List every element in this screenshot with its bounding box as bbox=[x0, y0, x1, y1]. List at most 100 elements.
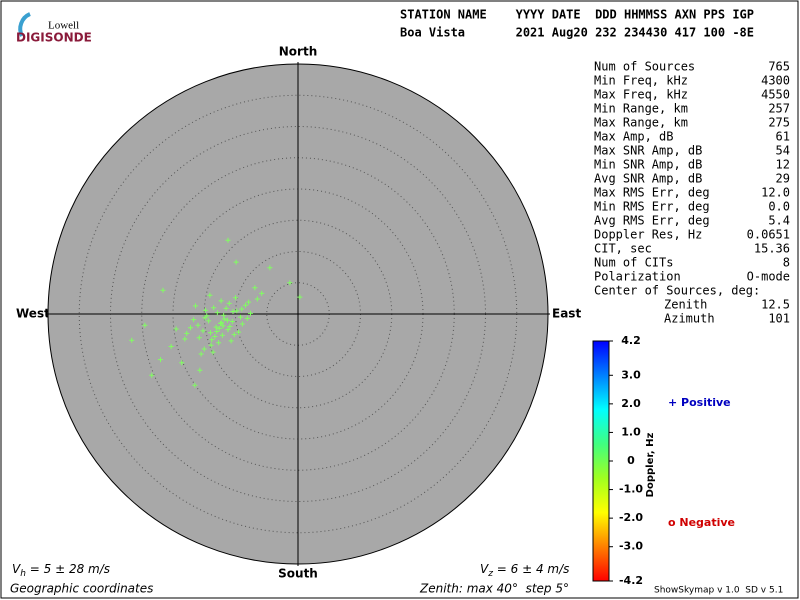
stat-value: 257 bbox=[768, 102, 790, 116]
source-point bbox=[200, 328, 206, 334]
source-point bbox=[267, 265, 273, 271]
stat-value: 12.0 bbox=[761, 186, 790, 200]
stat-label: Max Freq, kHz bbox=[594, 88, 688, 102]
source-point bbox=[214, 329, 220, 334]
source-point bbox=[236, 329, 242, 335]
stat-label: Max RMS Err, deg bbox=[594, 186, 710, 200]
source-point bbox=[239, 306, 245, 312]
source-point bbox=[213, 324, 219, 330]
source-point bbox=[243, 302, 248, 308]
source-point bbox=[210, 349, 216, 355]
stat-value: 61 bbox=[776, 130, 790, 144]
source-point bbox=[219, 332, 225, 338]
center-title: Center of Sources, deg: bbox=[594, 284, 760, 298]
colorbar-tick-label: -4.2 bbox=[619, 574, 643, 587]
source-point bbox=[221, 312, 227, 318]
colorbar-tick-label: 1.0 bbox=[621, 425, 641, 438]
logo-arc bbox=[18, 12, 31, 37]
stat-value: 5.4 bbox=[768, 214, 790, 228]
colorbar-tick-label: 4.2 bbox=[621, 334, 641, 347]
stat-label: Num of CITs bbox=[594, 256, 673, 270]
stat-value: O-mode bbox=[747, 270, 790, 284]
center-value: 101 bbox=[768, 312, 790, 326]
source-point bbox=[226, 300, 232, 306]
source-point bbox=[211, 305, 217, 311]
stat-label: Max Amp, dB bbox=[594, 130, 673, 144]
source-point bbox=[206, 318, 212, 324]
source-point bbox=[287, 280, 293, 286]
center-label: Azimuth bbox=[664, 312, 715, 326]
stat-label: Num of Sources bbox=[594, 60, 695, 74]
stat-value: 54 bbox=[776, 144, 790, 158]
source-point bbox=[196, 335, 202, 341]
source-point bbox=[297, 294, 303, 300]
stat-value: 8 bbox=[783, 256, 790, 270]
east-label: East bbox=[552, 307, 581, 321]
stat-value: 4300 bbox=[761, 74, 790, 88]
source-point bbox=[192, 382, 198, 388]
source-point bbox=[191, 317, 197, 323]
colorbar-tick-label: -3.0 bbox=[619, 540, 643, 553]
colorbar-tick-label: 0 bbox=[627, 454, 635, 467]
source-point bbox=[221, 316, 227, 322]
source-point bbox=[201, 346, 207, 352]
stat-value: 12 bbox=[776, 158, 790, 172]
stat-label: Avg SNR Amp, dB bbox=[594, 172, 702, 186]
north-label: North bbox=[279, 45, 317, 59]
source-point bbox=[195, 322, 201, 328]
colorbar-tick-label: -2.0 bbox=[619, 511, 643, 524]
stat-label: Min SNR Amp, dB bbox=[594, 158, 702, 172]
source-point bbox=[149, 372, 155, 378]
source-point bbox=[160, 287, 166, 293]
stat-value: 0.0651 bbox=[747, 228, 790, 242]
colorbar-tick-label: 3.0 bbox=[621, 368, 641, 381]
legend-positive: + Positive bbox=[668, 396, 731, 409]
stat-label: Min RMS Err, deg bbox=[594, 200, 710, 214]
source-point bbox=[224, 317, 230, 323]
vh-text: Vh = 5 ± 28 m/s bbox=[12, 562, 110, 579]
colorbar bbox=[592, 340, 610, 582]
colorbar-tick-label: 2.0 bbox=[621, 397, 641, 410]
stat-value: 29 bbox=[776, 172, 790, 186]
center-label: Zenith bbox=[664, 298, 707, 312]
stat-label: Polarization bbox=[594, 270, 681, 284]
source-point bbox=[184, 330, 190, 336]
stat-value: 765 bbox=[768, 60, 790, 74]
header-values: Boa Vista 2021 Aug20 232 234430 417 100 … bbox=[400, 26, 754, 40]
source-point bbox=[225, 327, 231, 333]
header-columns: STATION NAME YYYY DATE DDD HHMMSS AXN PP… bbox=[400, 8, 754, 22]
source-point bbox=[239, 321, 245, 327]
stat-value: 15.36 bbox=[754, 242, 790, 256]
source-point bbox=[233, 295, 238, 301]
source-point bbox=[209, 337, 215, 343]
center-value: 12.5 bbox=[761, 298, 790, 312]
source-point bbox=[244, 315, 250, 321]
stat-value: 0.0 bbox=[768, 200, 790, 214]
source-point bbox=[219, 320, 225, 326]
source-point bbox=[193, 303, 198, 309]
source-point bbox=[218, 298, 224, 304]
source-point bbox=[234, 308, 240, 314]
source-point bbox=[252, 285, 258, 291]
colorbar-tick-label: -1.0 bbox=[619, 483, 643, 496]
colorbar-label: Doppler, Hz bbox=[645, 433, 656, 498]
source-point bbox=[202, 315, 208, 321]
source-point bbox=[129, 337, 135, 343]
source-point bbox=[214, 310, 220, 316]
legend-negative: o Negative bbox=[668, 516, 735, 529]
source-point bbox=[182, 336, 188, 342]
version-text: ShowSkymap v 1.0 SD v 5.1 bbox=[654, 586, 783, 596]
source-point bbox=[248, 310, 253, 316]
source-point bbox=[188, 325, 193, 331]
coords-text: Geographic coordinates bbox=[10, 582, 153, 596]
source-point bbox=[168, 344, 174, 349]
west-label: West bbox=[16, 307, 50, 321]
source-point bbox=[229, 319, 235, 324]
stat-label: Doppler Res, Hz bbox=[594, 228, 702, 242]
source-point bbox=[259, 290, 265, 296]
logo-top: Lowell bbox=[48, 20, 79, 32]
source-point bbox=[158, 357, 163, 363]
source-point bbox=[231, 332, 237, 338]
source-point bbox=[208, 342, 214, 348]
